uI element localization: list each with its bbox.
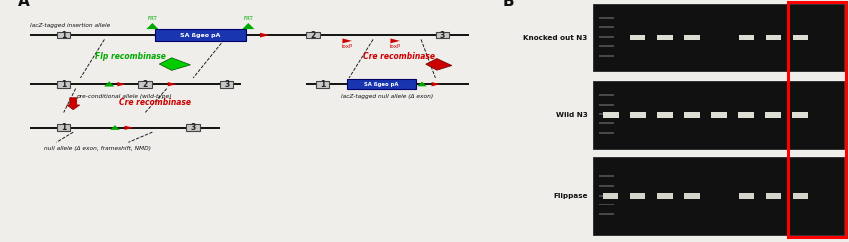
Text: FRT: FRT <box>244 16 253 21</box>
Bar <box>793 193 808 199</box>
Polygon shape <box>146 23 159 29</box>
Text: Cre recombinase: Cre recombinase <box>363 52 436 61</box>
Bar <box>766 193 781 199</box>
Bar <box>220 81 233 88</box>
Text: Flippase: Flippase <box>553 193 588 199</box>
Bar <box>599 185 615 187</box>
Text: 3: 3 <box>190 123 196 132</box>
Polygon shape <box>168 82 177 86</box>
Bar <box>599 213 615 215</box>
Bar <box>593 81 844 149</box>
Polygon shape <box>242 23 255 29</box>
Bar <box>657 35 672 40</box>
Bar <box>599 204 615 205</box>
Bar <box>316 81 329 88</box>
Text: 2: 2 <box>311 30 316 40</box>
Bar <box>630 193 645 199</box>
Bar <box>604 193 618 199</box>
Bar <box>57 32 70 38</box>
Text: loxP: loxP <box>389 44 400 49</box>
Bar <box>711 112 727 118</box>
Bar <box>684 112 700 118</box>
Text: SA ßgeo pA: SA ßgeo pA <box>364 82 399 87</box>
Text: Knocked out N3: Knocked out N3 <box>523 35 588 40</box>
Bar <box>599 55 615 57</box>
Text: SA ßgeo pA: SA ßgeo pA <box>180 33 221 38</box>
Text: Wild N3: Wild N3 <box>555 112 588 118</box>
Bar <box>599 94 615 96</box>
Text: pre-conditional allele (wild-type): pre-conditional allele (wild-type) <box>76 94 171 99</box>
Bar <box>599 195 615 197</box>
Text: null allele (Δ exon, frameshift, NMD): null allele (Δ exon, frameshift, NMD) <box>44 146 150 151</box>
Bar <box>57 124 70 131</box>
Bar <box>657 112 673 118</box>
Bar <box>599 104 615 106</box>
Text: 1: 1 <box>320 80 325 89</box>
Bar <box>739 35 754 40</box>
Bar <box>599 175 615 177</box>
Polygon shape <box>431 82 440 86</box>
Bar <box>789 2 846 237</box>
Polygon shape <box>342 38 352 43</box>
Bar <box>346 79 416 89</box>
Bar <box>57 81 70 88</box>
Bar <box>765 112 781 118</box>
Bar <box>630 35 645 40</box>
Bar <box>603 112 619 118</box>
Text: A: A <box>18 0 30 9</box>
Text: 1: 1 <box>61 123 66 132</box>
Bar <box>739 112 754 118</box>
Text: Flp recombinase: Flp recombinase <box>95 52 166 61</box>
Text: B: B <box>503 0 514 9</box>
Bar <box>306 32 320 38</box>
Bar <box>187 124 200 131</box>
Text: Cre recombinase: Cre recombinase <box>119 98 191 107</box>
Text: 1: 1 <box>61 30 66 40</box>
Bar <box>599 36 615 38</box>
Bar <box>436 32 449 38</box>
Text: 2: 2 <box>143 80 148 89</box>
Bar <box>599 132 615 134</box>
Bar <box>630 112 646 118</box>
Polygon shape <box>117 82 126 86</box>
Bar <box>599 45 615 47</box>
Polygon shape <box>260 33 269 38</box>
Polygon shape <box>160 58 190 70</box>
Bar <box>684 35 700 40</box>
Bar <box>593 4 844 71</box>
Polygon shape <box>391 38 400 43</box>
Bar <box>155 29 246 41</box>
Polygon shape <box>125 126 133 130</box>
Bar <box>593 157 844 235</box>
Text: 3: 3 <box>440 30 445 40</box>
Bar <box>599 122 615 124</box>
Text: 3: 3 <box>224 80 229 89</box>
Bar <box>739 193 754 199</box>
Polygon shape <box>110 125 120 130</box>
FancyArrow shape <box>67 98 80 110</box>
Text: FRT: FRT <box>148 16 157 21</box>
Bar <box>684 193 700 199</box>
Bar <box>599 17 615 19</box>
Text: 1: 1 <box>61 80 66 89</box>
Text: lacZ-tagged insertion allele: lacZ-tagged insertion allele <box>30 23 110 28</box>
Bar <box>766 35 781 40</box>
Polygon shape <box>425 59 452 70</box>
Bar <box>599 113 615 115</box>
Bar <box>793 35 808 40</box>
Bar <box>599 26 615 28</box>
Bar <box>792 112 808 118</box>
Text: loxP: loxP <box>341 44 352 49</box>
Text: lacZ-tagged null allele (Δ exon): lacZ-tagged null allele (Δ exon) <box>341 94 434 99</box>
Polygon shape <box>104 81 115 87</box>
Polygon shape <box>417 82 427 86</box>
Bar <box>138 81 152 88</box>
Bar <box>657 193 672 199</box>
